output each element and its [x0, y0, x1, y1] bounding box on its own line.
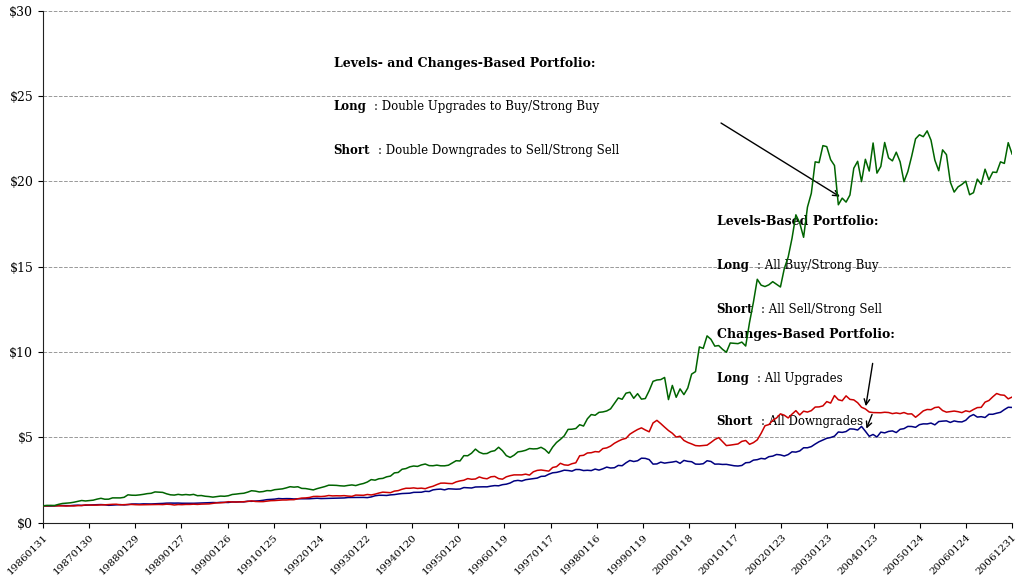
Text: Short: Short: [717, 416, 753, 428]
Text: Changes-Based Portfolio:: Changes-Based Portfolio:: [717, 328, 894, 341]
Text: : All Sell/Strong Sell: : All Sell/Strong Sell: [761, 303, 882, 315]
Text: : All Upgrades: : All Upgrades: [757, 372, 843, 385]
Text: Levels- and Changes-Based Portfolio:: Levels- and Changes-Based Portfolio:: [334, 56, 595, 70]
Text: : All Downgrades: : All Downgrades: [761, 416, 863, 428]
Text: Long: Long: [334, 100, 367, 113]
Text: : Double Downgrades to Sell/Strong Sell: : Double Downgrades to Sell/Strong Sell: [378, 144, 620, 157]
Text: Short: Short: [717, 303, 753, 315]
Text: : All Buy/Strong Buy: : All Buy/Strong Buy: [757, 259, 879, 272]
Text: Long: Long: [717, 372, 750, 385]
Text: Levels-Based Portfolio:: Levels-Based Portfolio:: [717, 215, 878, 229]
Text: Short: Short: [334, 144, 371, 157]
Text: : Double Upgrades to Buy/Strong Buy: : Double Upgrades to Buy/Strong Buy: [374, 100, 599, 113]
Text: Long: Long: [717, 259, 750, 272]
